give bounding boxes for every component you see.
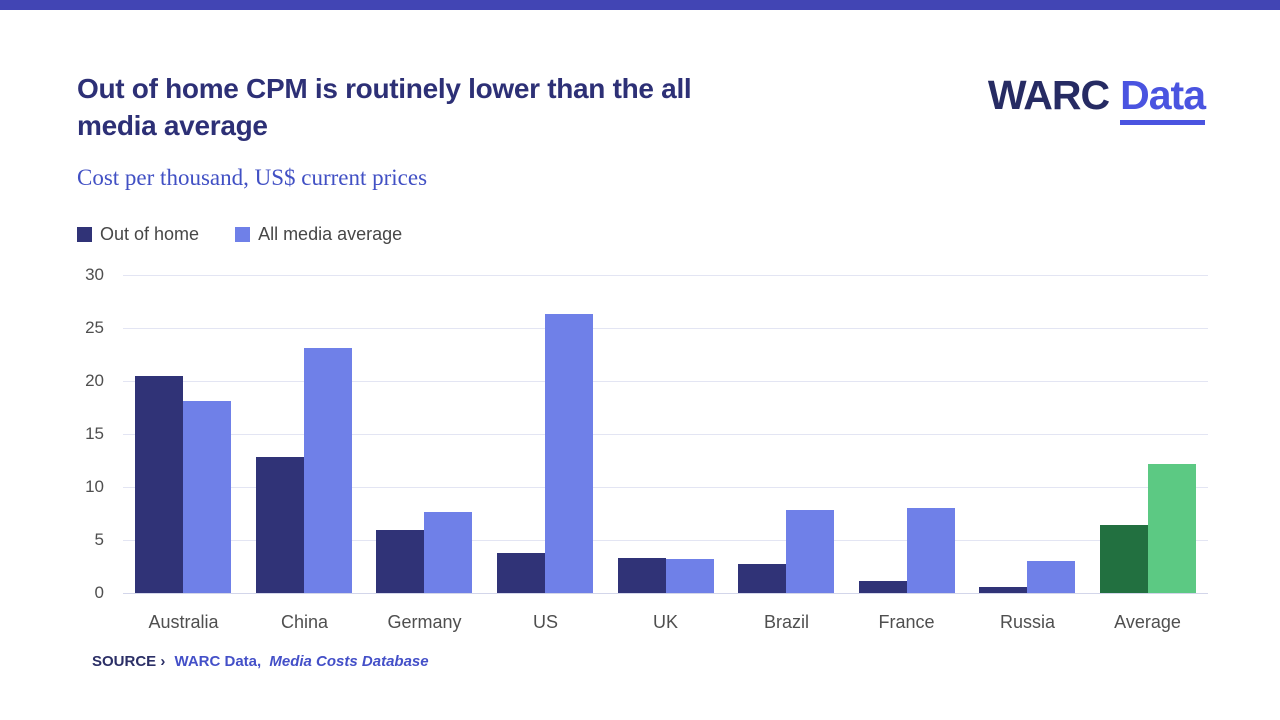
- chart-legend: Out of home All media average: [77, 224, 402, 245]
- gridline-15: [123, 434, 1208, 435]
- bar-out-of-home-russia: [979, 587, 1027, 593]
- top-accent-strip: [0, 0, 1280, 10]
- gridline-30: [123, 275, 1208, 276]
- source-line: SOURCE › WARC Data, Media Costs Database: [92, 653, 429, 670]
- bar-out-of-home-average: [1100, 525, 1148, 593]
- legend-item-all-media-average: All media average: [235, 224, 402, 245]
- legend-label: All media average: [258, 224, 403, 244]
- y-axis-tick-20: 20: [85, 371, 104, 390]
- x-axis-label-china: China: [280, 612, 329, 632]
- x-axis-label-us: US: [532, 612, 558, 632]
- bar-all-media-average-brazil: [786, 510, 834, 593]
- x-axis-label-brazil: Brazil: [763, 612, 809, 632]
- warc-data-logo: WARC Data: [987, 72, 1206, 125]
- chart-subtitle: Cost per thousand, US$ current prices: [77, 165, 428, 190]
- legend-swatch-icon: [77, 227, 92, 242]
- y-axis-tick-10: 10: [85, 477, 104, 496]
- y-axis-tick-0: 0: [94, 583, 104, 602]
- logo-data-text: Data: [1120, 72, 1206, 125]
- source-database-name: Media Costs Database: [269, 653, 429, 670]
- bar-out-of-home-france: [859, 581, 907, 593]
- x-axis-label-france: France: [878, 612, 935, 632]
- bar-out-of-home-germany: [376, 530, 424, 593]
- logo-warc-text: WARC: [987, 72, 1110, 118]
- legend-swatch-icon: [235, 227, 251, 242]
- y-axis-tick-15: 15: [85, 424, 104, 443]
- gridline-25: [123, 328, 1208, 329]
- bar-out-of-home-uk: [618, 558, 666, 593]
- y-axis-tick-5: 5: [94, 530, 104, 549]
- bar-all-media-average-russia: [1027, 561, 1075, 593]
- x-axis-label-average: Average: [1114, 612, 1181, 632]
- bar-out-of-home-australia: [135, 376, 183, 593]
- x-axis-label-uk: UK: [652, 612, 678, 632]
- bar-all-media-average-china: [304, 348, 352, 593]
- legend-item-out-of-home: Out of home: [77, 224, 199, 245]
- y-axis-tick-30: 30: [85, 265, 104, 284]
- gridline-10: [123, 487, 1208, 488]
- source-prefix: SOURCE ›: [92, 653, 166, 670]
- bar-all-media-average-us: [545, 314, 593, 593]
- page-title-line-1: Out of home CPM is routinely lower than …: [77, 73, 692, 104]
- y-axis-tick-25: 25: [85, 318, 104, 337]
- legend-label: Out of home: [100, 224, 200, 244]
- gridline-0: [123, 593, 1208, 594]
- bar-all-media-average-germany: [424, 512, 472, 593]
- bar-out-of-home-china: [256, 457, 304, 593]
- gridline-5: [123, 540, 1208, 541]
- x-axis-label-australia: Australia: [148, 612, 219, 632]
- page-title: Out of home CPM is routinely lower than …: [77, 70, 897, 144]
- x-axis-label-russia: Russia: [999, 612, 1056, 632]
- page-title-line-2: media average: [77, 110, 268, 141]
- bar-all-media-average-average: [1148, 464, 1196, 593]
- bar-all-media-average-uk: [666, 559, 714, 593]
- bar-all-media-average-australia: [183, 401, 231, 593]
- source-warc-data-link: WARC Data,: [174, 653, 262, 670]
- gridline-20: [123, 381, 1208, 382]
- bar-out-of-home-us: [497, 553, 545, 593]
- x-axis-label-germany: Germany: [387, 612, 462, 632]
- bar-all-media-average-france: [907, 508, 955, 593]
- bar-out-of-home-brazil: [738, 564, 786, 593]
